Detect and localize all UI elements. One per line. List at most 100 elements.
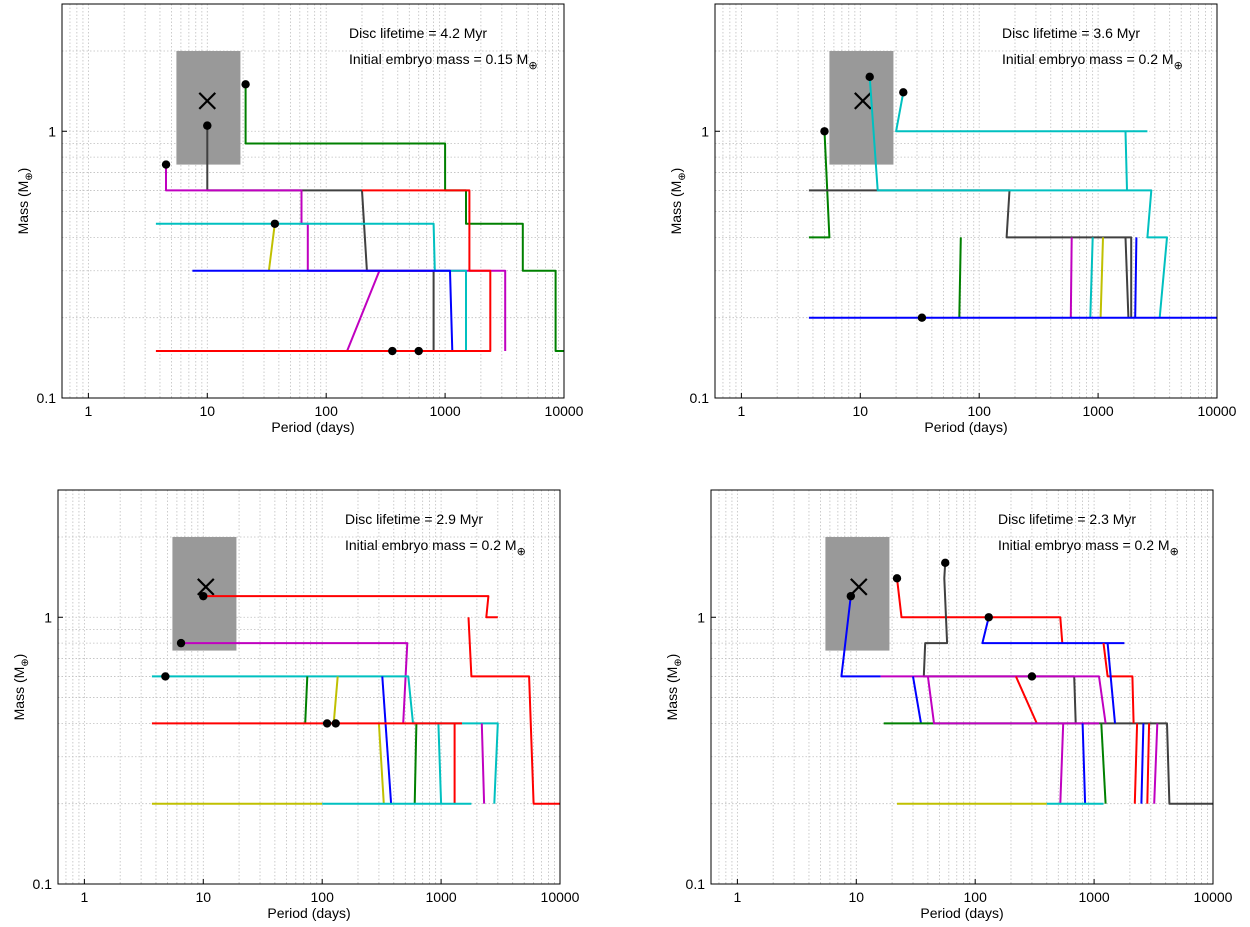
series-line-11 bbox=[926, 676, 1099, 725]
planet-dot-3 bbox=[199, 591, 208, 601]
series-line-1 bbox=[244, 84, 564, 352]
x-tick-label: 1 bbox=[80, 889, 88, 905]
planet-dot-4 bbox=[984, 613, 993, 622]
series-line-1 bbox=[808, 131, 831, 239]
planet-dot-4 bbox=[322, 719, 332, 728]
x-axis: 1 10 100 1000 10000 bbox=[737, 393, 1237, 419]
y-tick-label: 1 bbox=[697, 609, 705, 625]
plot-frame bbox=[714, 3, 1218, 399]
series-line-7 bbox=[1106, 643, 1116, 724]
x-tick-label: 1 bbox=[84, 403, 92, 419]
series-line-13 bbox=[1081, 723, 1087, 804]
series-line-3 bbox=[922, 562, 1213, 805]
annotation-embryo-mass: Initial embryo mass = 0.2 M⊕ bbox=[1002, 51, 1183, 72]
planet-dot-1 bbox=[161, 160, 171, 169]
x-axis-label: Period (days) bbox=[271, 419, 354, 435]
series-line-6 bbox=[958, 237, 962, 318]
planet-dot-2 bbox=[892, 574, 902, 583]
grid bbox=[714, 3, 1218, 399]
y-axis: 0.11 bbox=[37, 123, 67, 406]
series-line-18 bbox=[1146, 723, 1151, 804]
series-line-12 bbox=[1059, 723, 1065, 804]
series-line-3 bbox=[868, 76, 1168, 318]
planet-dot-3 bbox=[899, 88, 908, 97]
x-tick-label: 10000 bbox=[1194, 889, 1233, 905]
y-tick-label: 0.1 bbox=[37, 390, 57, 406]
series-line-12 bbox=[480, 723, 486, 804]
series-line-17 bbox=[1153, 723, 1159, 804]
x-axis: 1 10 100 1000 10000 bbox=[733, 879, 1233, 905]
series-line-11 bbox=[1134, 237, 1138, 318]
series-line-10 bbox=[437, 723, 443, 804]
y-axis: 0.11 bbox=[690, 123, 720, 406]
series-line-8 bbox=[1014, 675, 1038, 724]
x-axis: 1 10 100 1000 10000 bbox=[84, 393, 584, 419]
series-line-1 bbox=[203, 595, 498, 619]
x-tick-label: 10 bbox=[195, 889, 211, 905]
series-line-15 bbox=[1133, 723, 1139, 804]
series-line-8 bbox=[377, 723, 385, 804]
series-line-4 bbox=[895, 92, 1148, 133]
x-tick-label: 1000 bbox=[426, 889, 457, 905]
series-line-9 bbox=[912, 676, 922, 724]
series-line-14 bbox=[1100, 723, 1107, 804]
planet-dot-1 bbox=[820, 127, 829, 136]
y-axis: 0.11 bbox=[33, 609, 63, 892]
series-line-2 bbox=[467, 617, 560, 805]
planet-dot-4 bbox=[270, 219, 280, 228]
x-tick-label: 10000 bbox=[545, 403, 584, 419]
plot-frame bbox=[57, 489, 561, 885]
series-line-6 bbox=[1102, 642, 1135, 724]
x-tick-label: 100 bbox=[968, 403, 992, 419]
annotation-disc-lifetime: Disc lifetime = 2.3 Myr bbox=[998, 511, 1136, 527]
planet-dot-3 bbox=[241, 80, 250, 89]
annotation-embryo-mass: Initial embryo mass = 0.2 M⊕ bbox=[345, 537, 526, 558]
series-line-4 bbox=[346, 270, 381, 352]
x-axis: 1 10 100 1000 10000 bbox=[80, 879, 580, 905]
planet-dot-5 bbox=[388, 346, 397, 356]
x-axis-label: Period (days) bbox=[920, 905, 1003, 921]
planet-dot-2 bbox=[865, 72, 874, 82]
annotation-disc-lifetime: Disc lifetime = 2.9 Myr bbox=[345, 511, 483, 527]
series-line-7 bbox=[381, 676, 393, 804]
target-region bbox=[829, 50, 894, 165]
y-tick-label: 1 bbox=[701, 123, 709, 139]
x-tick-label: 100 bbox=[311, 889, 335, 905]
series-line-6 bbox=[267, 223, 276, 271]
series-line-4 bbox=[981, 617, 1125, 645]
y-tick-label: 0.1 bbox=[690, 390, 710, 406]
planet-dot-1 bbox=[161, 672, 170, 681]
series-line-5 bbox=[304, 676, 309, 724]
planet-dot-6 bbox=[414, 346, 423, 356]
y-axis: 0.11 bbox=[686, 609, 716, 892]
annotation-embryo-mass: Initial embryo mass = 0.15 M⊕ bbox=[349, 51, 538, 72]
x-tick-label: 1 bbox=[737, 403, 745, 419]
series-line-3 bbox=[165, 164, 507, 351]
series-line-16 bbox=[1140, 723, 1145, 804]
y-tick-label: 0.1 bbox=[686, 876, 706, 892]
target-region bbox=[176, 50, 241, 165]
series-line-8 bbox=[1089, 237, 1094, 318]
plot-frame bbox=[710, 489, 1214, 885]
planet-dot-5 bbox=[331, 719, 340, 728]
x-tick-label: 10000 bbox=[541, 889, 580, 905]
planet-dot-2 bbox=[203, 121, 212, 130]
series-line-2 bbox=[206, 125, 440, 352]
target-marker bbox=[850, 578, 868, 596]
y-tick-label: 1 bbox=[48, 123, 56, 139]
series-line-2 bbox=[896, 578, 1064, 644]
y-tick-label: 0.1 bbox=[33, 876, 53, 892]
series-line-3 bbox=[181, 642, 409, 724]
y-tick-label: 1 bbox=[44, 609, 52, 625]
planet-dot-1 bbox=[846, 591, 856, 601]
series-line-5 bbox=[1124, 131, 1128, 191]
series-line-9 bbox=[413, 723, 418, 804]
x-tick-label: 10000 bbox=[1198, 403, 1237, 419]
series-line-5 bbox=[880, 675, 1107, 724]
planet-dot-2 bbox=[176, 638, 186, 648]
